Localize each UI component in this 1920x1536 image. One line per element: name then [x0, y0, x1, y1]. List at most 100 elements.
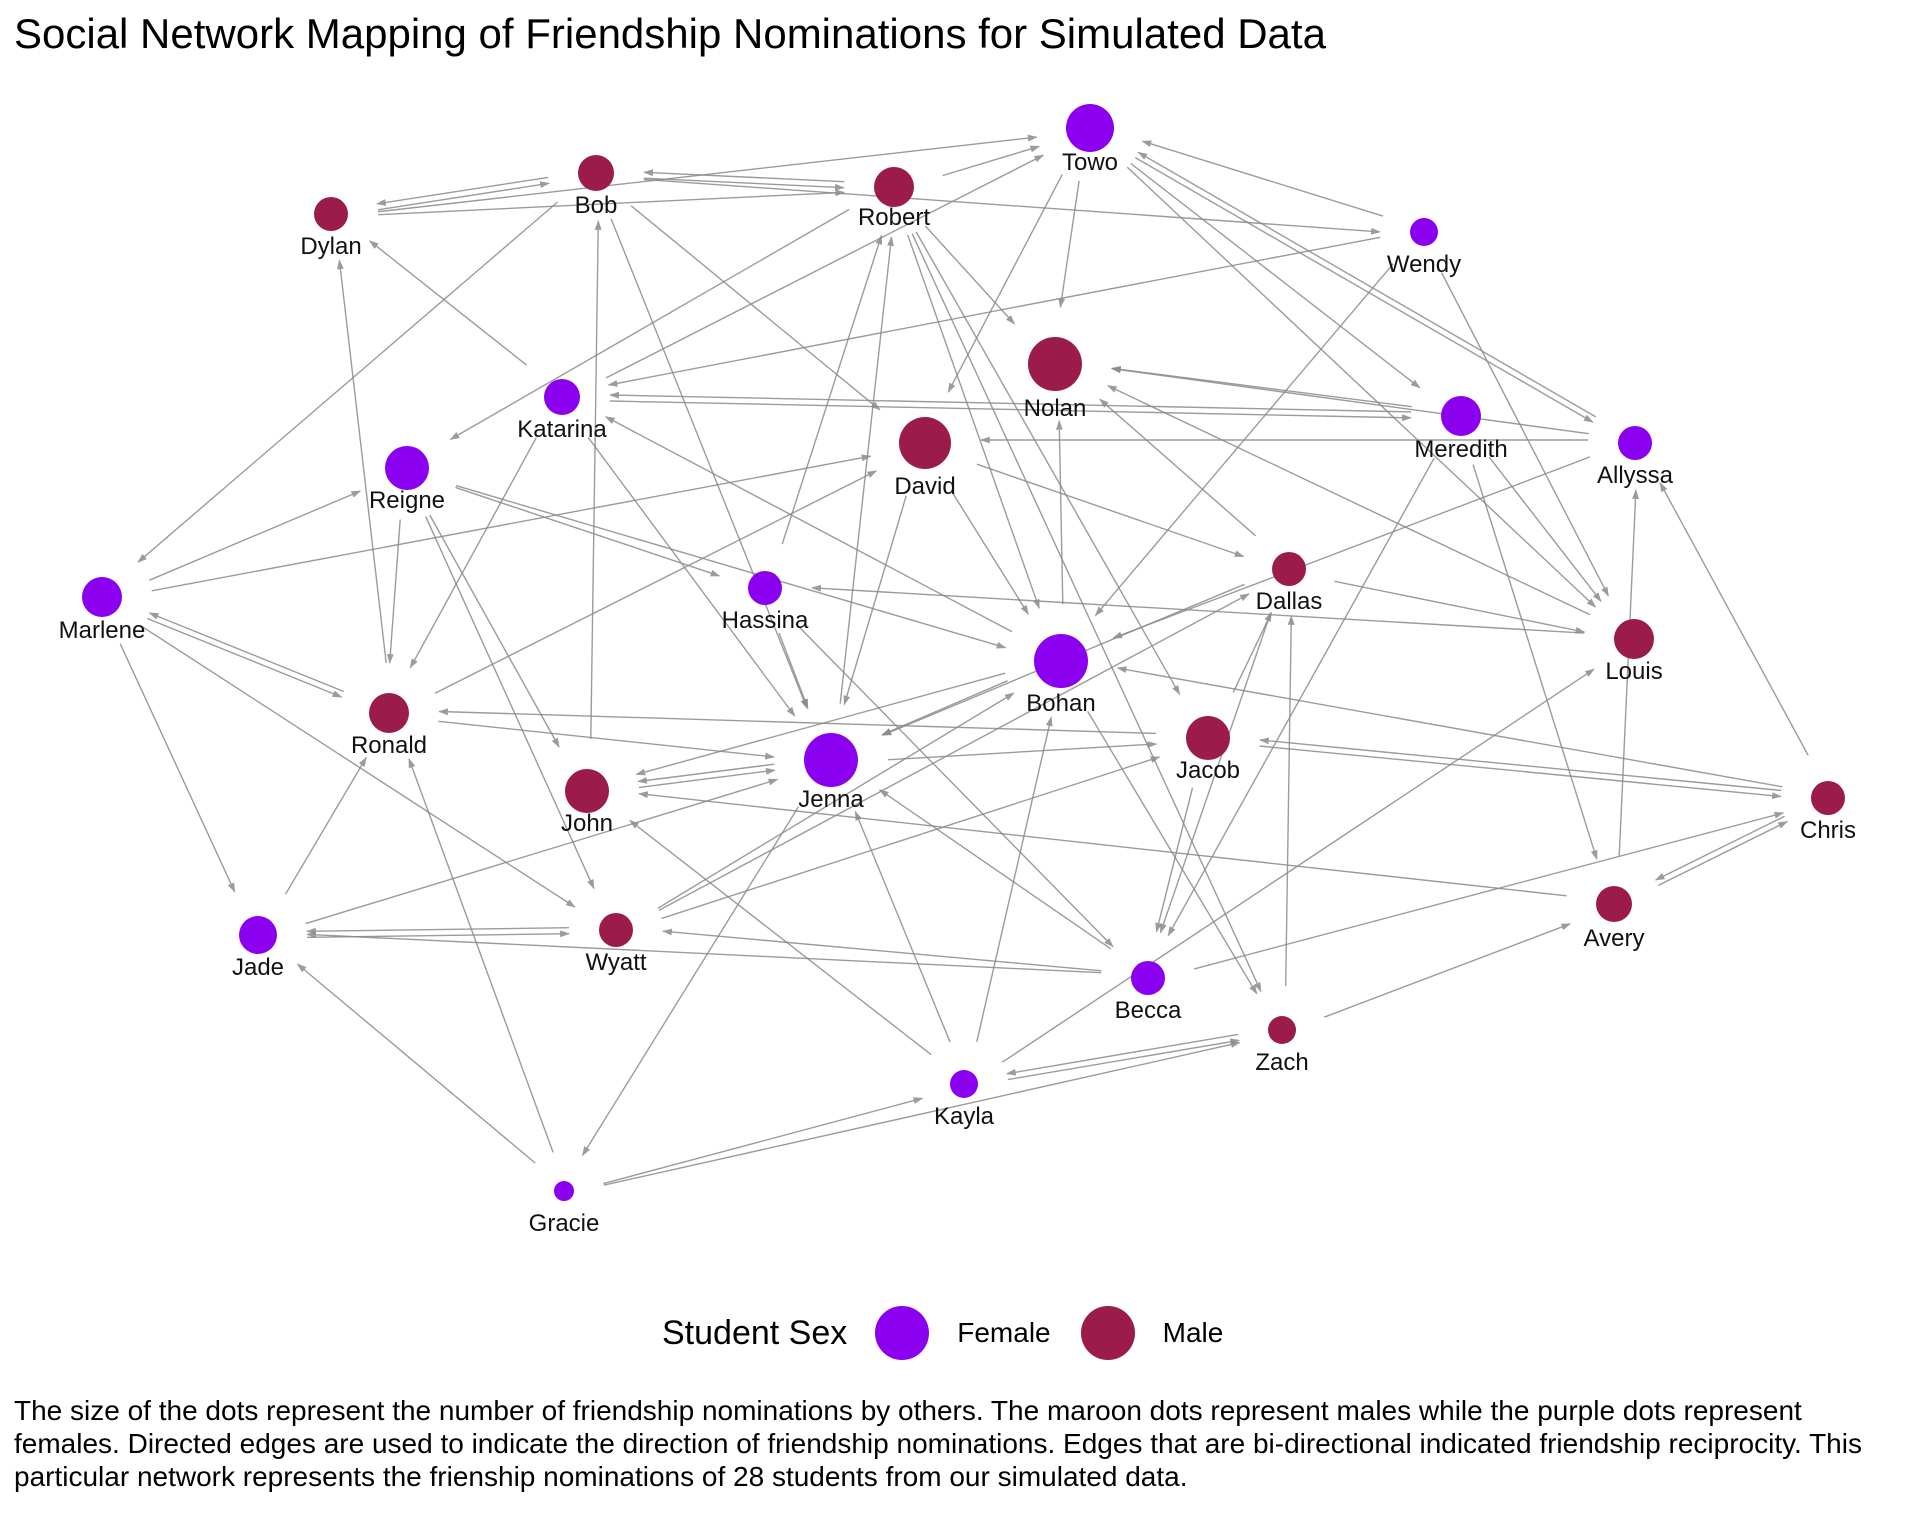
edge-towo-to-nolan — [1058, 180, 1080, 309]
edge-kayla-to-zach — [1007, 1038, 1241, 1081]
edge-meredith-to-nolan — [1110, 366, 1412, 408]
edge-david-to-dallas — [976, 463, 1245, 558]
node-label-robert: Robert — [858, 204, 930, 231]
edge-jenna-to-john — [637, 763, 775, 784]
node-label-jacob: Jacob — [1176, 757, 1240, 784]
node-label-nolan: Nolan — [1024, 395, 1087, 422]
edge-jade-to-ronald — [284, 756, 367, 895]
edge-kayla-to-louis — [1001, 668, 1595, 1063]
edge-ronald-to-dylan — [337, 259, 387, 664]
node-dot-jenna — [804, 733, 858, 787]
node-label-ronald: Ronald — [351, 732, 427, 759]
node-label-david: David — [894, 473, 955, 500]
edge-jacob-to-ronald — [438, 708, 1157, 735]
edge-allyssa-to-towo — [1137, 151, 1597, 418]
node-dot-dallas — [1272, 552, 1306, 586]
node-label-gracie: Gracie — [529, 1210, 600, 1237]
node-bohan: Bohan — [1026, 634, 1096, 717]
node-hassina: Hassina — [722, 571, 809, 634]
node-dot-nolan — [1028, 337, 1082, 391]
edge-reigne-to-john — [429, 514, 560, 748]
edge-robert-to-bohan — [907, 234, 1040, 610]
legend-swatch-male — [1080, 1306, 1135, 1360]
edge-jade-to-jenna — [305, 778, 779, 925]
node-layer: Towo Bob Robert Dylan Wendy Nolan Katarina Mere… — [59, 104, 1856, 1237]
edge-towo-to-david — [947, 174, 1063, 393]
edge-meredith-to-louis — [1488, 456, 1602, 603]
edge-bob-to-jenna — [610, 218, 808, 710]
node-label-towo: Towo — [1062, 149, 1118, 176]
node-label-katarina: Katarina — [517, 416, 607, 443]
node-wendy: Wendy — [1387, 218, 1461, 278]
node-label-jade: Jade — [232, 954, 284, 981]
edge-gracie-to-kayla — [603, 1097, 924, 1185]
edge-dylan-to-bob — [377, 181, 550, 211]
node-dot-wendy — [1410, 218, 1438, 246]
edge-bob-to-david — [630, 205, 881, 411]
node-dot-dylan — [314, 197, 348, 231]
edge-dylan-to-robert — [378, 189, 846, 216]
edge-layer — [119, 134, 1809, 1186]
node-towo: Towo — [1062, 104, 1118, 176]
edge-dallas-to-nolan — [1099, 398, 1257, 537]
node-jenna: Jenna — [798, 733, 864, 813]
node-dylan: Dylan — [300, 197, 362, 260]
edge-katarina-to-meredith — [609, 400, 1412, 422]
edge-jacob-to-becca — [1155, 787, 1194, 933]
edge-reigne-to-hassina — [455, 486, 721, 577]
edge-dallas-to-louis — [1334, 580, 1586, 634]
node-label-wendy: Wendy — [1387, 251, 1461, 278]
edge-jenna-to-gracie — [581, 806, 799, 1157]
edge-becca-to-jade — [306, 931, 1102, 974]
edge-towo-to-meredith — [1130, 162, 1421, 389]
edge-ronald-to-david — [434, 470, 878, 694]
edge-john-to-bob — [590, 220, 602, 740]
edge-bob-to-wendy — [643, 178, 1381, 235]
node-dot-reigne — [385, 446, 429, 490]
node-dot-avery — [1596, 886, 1632, 922]
node-label-john: John — [561, 810, 613, 837]
node-david: David — [894, 417, 956, 500]
edge-louis-to-nolan — [1106, 385, 1591, 616]
edge-dylan-to-towo — [377, 134, 1038, 213]
edge-wendy-to-towo — [1141, 140, 1384, 217]
node-label-bohan: Bohan — [1026, 690, 1095, 717]
edge-bohan-to-katarina — [604, 416, 1013, 633]
edge-marlene-to-reigne — [148, 490, 362, 581]
node-dot-gracie — [554, 1181, 574, 1201]
legend-title: Student Sex — [662, 1313, 848, 1352]
edge-zach-to-kayla — [1005, 1033, 1239, 1076]
node-label-louis: Louis — [1605, 658, 1662, 685]
edge-kayla-to-john — [629, 819, 932, 1056]
edge-reigne-to-wyatt — [425, 516, 595, 890]
node-label-bob: Bob — [575, 192, 618, 219]
edge-avery-to-chris — [1657, 820, 1789, 887]
edge-towo-to-louis — [1126, 166, 1597, 608]
node-dot-jacob — [1186, 716, 1230, 760]
node-jacob: Jacob — [1176, 716, 1240, 784]
edge-marlene-to-jade — [119, 643, 236, 893]
edge-wyatt-to-jade — [306, 927, 570, 935]
edge-kayla-to-bohan — [976, 716, 1053, 1042]
node-dot-chris — [1811, 781, 1845, 815]
node-label-chris: Chris — [1800, 817, 1856, 844]
edge-katarina-to-jenna — [587, 436, 796, 717]
edge-wyatt-to-dallas — [658, 593, 1250, 912]
edge-wendy-to-katarina — [607, 236, 1381, 387]
node-john: John — [561, 769, 613, 837]
edge-allyssa-to-nolan — [1110, 366, 1589, 435]
node-dot-katarina — [544, 379, 580, 415]
edge-zach-to-dallas — [1285, 615, 1295, 987]
node-chris: Chris — [1800, 781, 1856, 844]
node-dot-meredith — [1441, 396, 1481, 436]
edge-zach-to-avery — [1323, 923, 1572, 1018]
node-label-avery: Avery — [1584, 925, 1645, 952]
node-ronald: Ronald — [351, 693, 427, 759]
node-katarina: Katarina — [517, 379, 607, 443]
node-dot-louis — [1614, 619, 1654, 659]
edge-bohan-to-nolan — [1055, 419, 1064, 605]
edge-meredith-to-avery — [1472, 464, 1598, 861]
edge-chris-to-bohan — [1116, 666, 1783, 788]
edge-allyssa-to-bohan — [1112, 456, 1591, 639]
edge-robert-to-zach — [911, 233, 1262, 993]
